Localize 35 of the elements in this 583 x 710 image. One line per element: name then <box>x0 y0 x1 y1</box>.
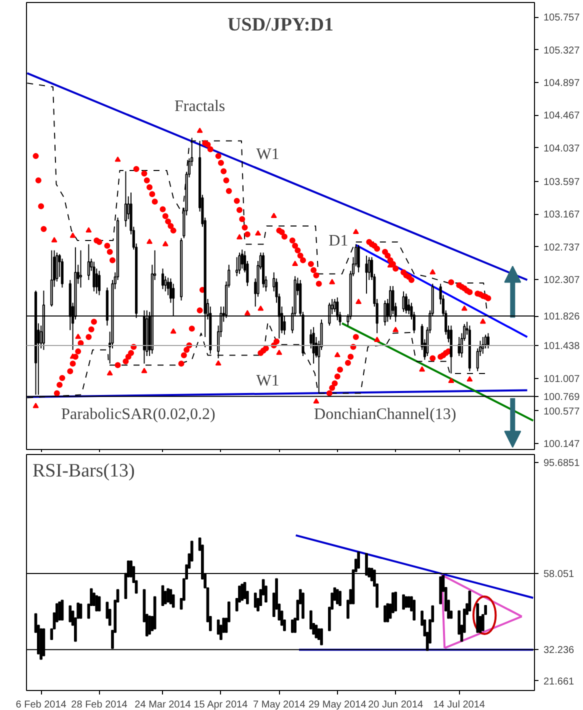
annotation: DonchianChannel(13) <box>314 406 456 424</box>
y-tick-label: 101.007 <box>544 374 580 385</box>
y-tick-label: 105.757 <box>544 12 580 24</box>
ref-line-label: 100.769 <box>544 392 580 403</box>
annotation: Fractals <box>174 98 226 115</box>
ref-line-label: 32.236 <box>544 645 575 656</box>
annotation: D1 <box>328 232 348 250</box>
ref-line-label: 101.438 <box>544 341 580 352</box>
x-tick-label: 24 Mar 2014 <box>134 700 192 710</box>
y-tick-label: 103.167 <box>544 210 580 221</box>
text: USD/JPY:D1 <box>228 14 334 36</box>
y-tick-label: 104.467 <box>544 110 580 122</box>
ref-line-label: 101.826 <box>544 312 580 323</box>
y-tick-label: 100.147 <box>544 439 580 450</box>
y-tick-label: 105.327 <box>544 45 580 56</box>
x-tick-label: 6 Feb 2014 <box>16 700 67 710</box>
y-tick-label: 102.307 <box>544 274 580 286</box>
x-tick-label: 15 Apr 2014 <box>194 700 248 710</box>
y-tick-label: 102.737 <box>544 242 580 254</box>
ref-line-label: 58.051 <box>544 569 575 580</box>
x-tick-label: 28 Feb 2014 <box>71 700 128 710</box>
y-tick-label: 21.661 <box>544 676 575 688</box>
y-tick-label: 95.6851 <box>544 458 580 470</box>
x-tick-label: 20 Jun 2014 <box>368 700 424 710</box>
y-tick-label: 103.597 <box>544 176 580 188</box>
annotation: W1 <box>256 372 280 390</box>
annotation: ParabolicSAR(0.02,0.2) <box>61 406 216 424</box>
annotation: W1 <box>256 146 280 163</box>
y-tick-label: 104.037 <box>544 143 580 154</box>
y-tick-label: 100.577 <box>544 406 580 418</box>
x-tick-label: 29 May 2014 <box>308 700 367 710</box>
chart-title: RSI-Bars(13) <box>32 460 135 482</box>
x-tick-label: 7 May 2014 <box>253 700 306 710</box>
y-tick-label: 104.897 <box>544 78 580 90</box>
x-tick-label: 14 Jul 2014 <box>433 700 486 710</box>
